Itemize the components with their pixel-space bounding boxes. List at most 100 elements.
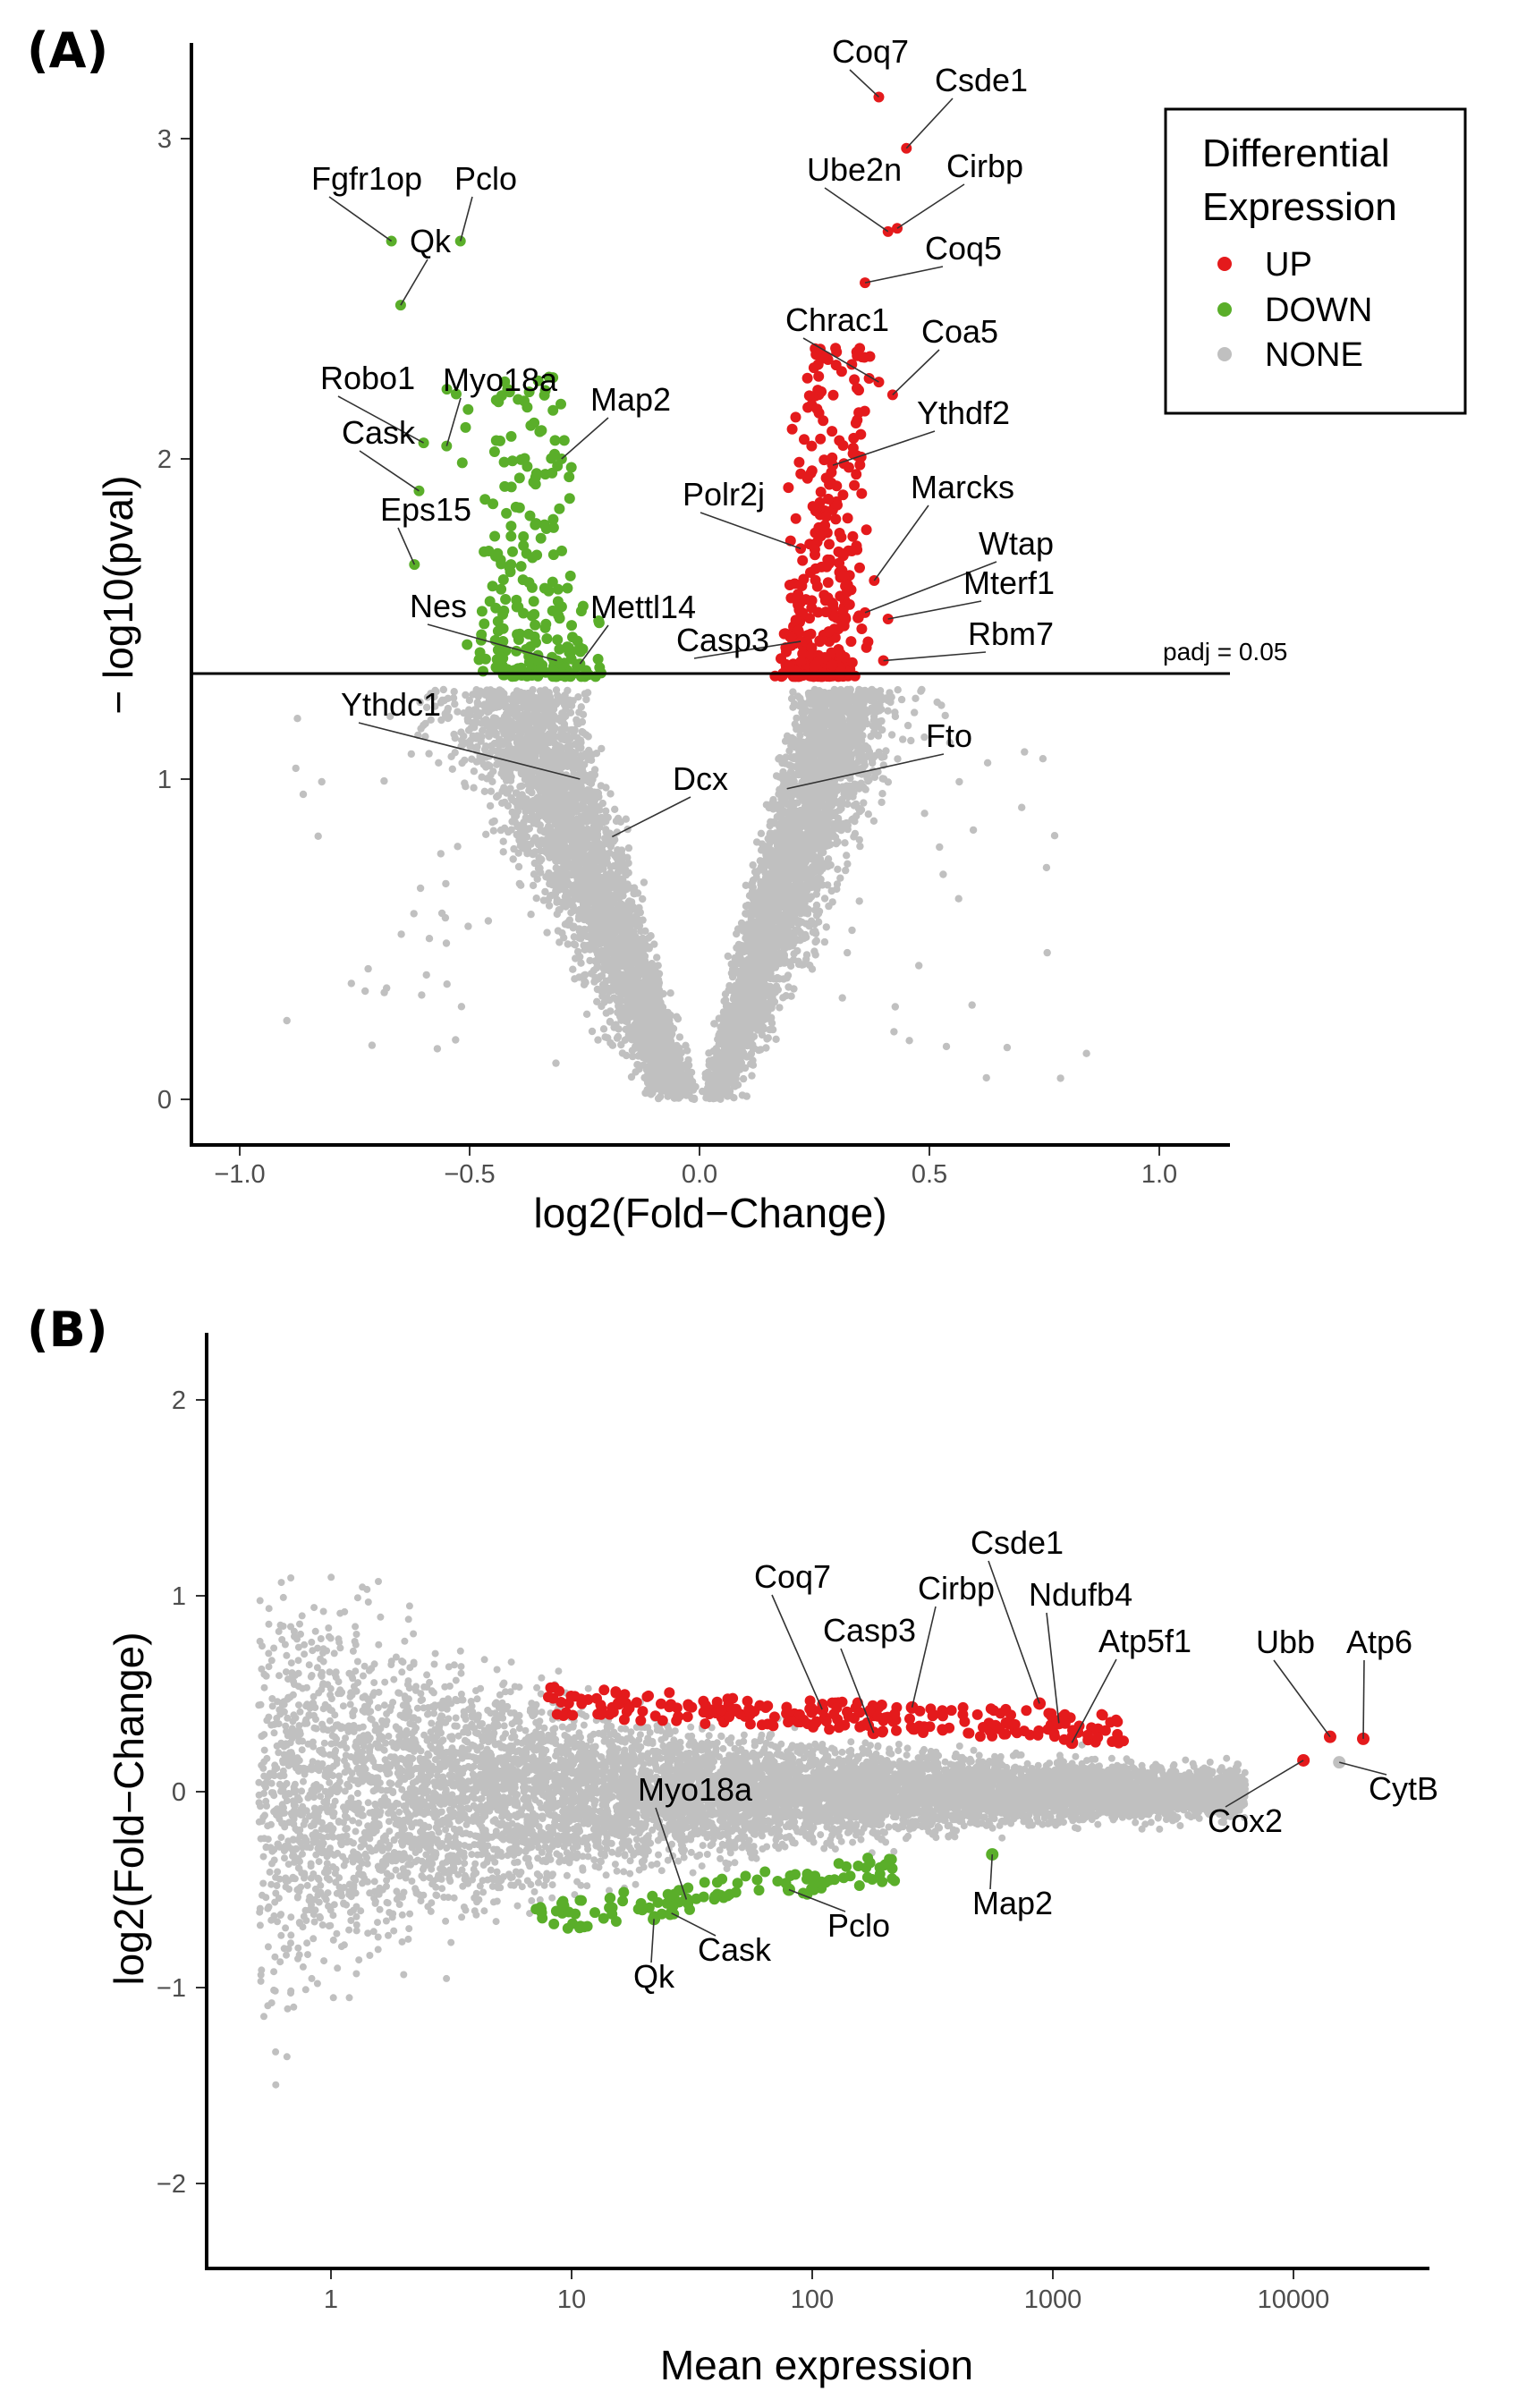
volcano-point-none <box>874 732 883 740</box>
volcano-point-none <box>569 965 577 973</box>
volcano-point-none <box>702 1094 710 1102</box>
volcano-point-none <box>748 879 756 887</box>
volcano-none-points <box>283 685 1090 1104</box>
volcano-point-none <box>789 688 797 696</box>
volcano-point-none <box>447 752 455 760</box>
volcano-point-none <box>594 1036 602 1044</box>
volcano-point-none <box>623 1051 631 1060</box>
volcano-point-none <box>598 744 606 753</box>
volcano-point-none <box>568 725 576 734</box>
volcano-point-none <box>894 686 902 694</box>
volcano-point-none <box>564 686 572 695</box>
volcano-point-none <box>769 795 777 804</box>
volcano-point-none <box>489 827 497 835</box>
volcano-point-none <box>792 763 800 771</box>
volcano-point-none <box>724 952 732 961</box>
volcano-point-none <box>500 784 508 792</box>
volcano-point-none <box>878 798 886 807</box>
volcano-point-none <box>654 1094 663 1103</box>
volcano-point-none <box>812 937 820 945</box>
volcano-point-none <box>855 897 863 905</box>
volcano-point-none <box>517 881 525 889</box>
volcano-point-none <box>860 799 868 807</box>
volcano-point-none <box>843 852 851 860</box>
volcano-point-none <box>461 779 469 787</box>
volcano-point-none <box>742 1092 751 1100</box>
volcano-point-none <box>572 716 581 724</box>
volcano-point-none <box>878 790 886 798</box>
volcano-point-none <box>527 911 535 919</box>
volcano-point-none <box>845 716 853 725</box>
volcano-point-none <box>884 778 893 786</box>
volcano-point-none <box>581 731 590 739</box>
volcano-point-none <box>749 1061 758 1069</box>
volcano-point-none <box>755 1046 763 1055</box>
volcano-point-none <box>470 784 478 792</box>
volcano-point-none <box>448 765 456 773</box>
volcano-point-none <box>790 700 799 708</box>
volcano-point-none <box>894 755 902 763</box>
volcano-point-none <box>555 938 564 946</box>
volcano-point-none <box>516 783 524 791</box>
volcano-point-none <box>869 817 878 825</box>
volcano-point-none <box>487 787 496 795</box>
volcano-point-none <box>564 940 572 948</box>
volcano-point-none <box>472 718 481 727</box>
volcano-point-none <box>473 742 481 750</box>
volcano-point-none <box>814 918 823 926</box>
volcano-point-none <box>539 896 548 904</box>
volcano-point-none <box>852 781 861 789</box>
volcano-point-none <box>832 840 840 848</box>
volcano-point-none <box>560 699 568 707</box>
volcano-point-none <box>506 784 514 793</box>
volcano-point-none <box>756 857 764 865</box>
volcano-point-none <box>768 1025 777 1034</box>
volcano-point-none <box>494 792 503 800</box>
volcano-point-none <box>566 708 575 716</box>
volcano-point-none <box>519 830 527 838</box>
volcano-point-none <box>560 720 569 728</box>
volcano-point-none <box>647 932 655 940</box>
volcano-point-none <box>472 758 481 766</box>
volcano-point-none <box>802 951 811 959</box>
panel-label-a: (A) <box>27 22 108 79</box>
volcano-point-none <box>781 737 790 745</box>
volcano-point-none <box>850 833 858 841</box>
volcano-point-none <box>793 903 801 911</box>
volcano-point-none <box>449 694 458 702</box>
volcano-point-none <box>833 885 841 894</box>
volcano-point-none <box>720 1014 728 1022</box>
volcano-point-none <box>820 895 829 903</box>
volcano-point-none <box>517 768 525 776</box>
volcano-point-none <box>699 1087 707 1096</box>
volcano-point-none <box>799 712 808 721</box>
volcano-point-none <box>749 861 757 869</box>
volcano-point-none <box>841 839 849 847</box>
volcano-point-none <box>606 790 615 798</box>
volcano-point-none <box>897 695 906 704</box>
volcano-point-none <box>772 1035 780 1044</box>
volcano-point-none <box>532 895 540 903</box>
volcano-point-none <box>417 725 425 733</box>
volcano-point-none <box>571 975 579 983</box>
volcano-point-none <box>834 865 842 873</box>
volcano-point-none <box>856 842 864 851</box>
volcano-point-none <box>640 878 649 886</box>
volcano-point-none <box>917 687 925 695</box>
volcano-point-none <box>588 1027 597 1036</box>
volcano-point-none <box>490 817 498 826</box>
volcano-point-none <box>639 895 647 903</box>
volcano-point-none <box>499 837 507 845</box>
volcano-point-none <box>598 874 606 882</box>
volcano-point-none <box>653 954 661 962</box>
volcano-point-none <box>666 989 674 997</box>
volcano-point-none <box>486 801 495 810</box>
volcano-point-none <box>857 806 866 814</box>
volcano-point-none <box>425 750 433 758</box>
volcano-point-none <box>787 992 795 1000</box>
volcano-point-none <box>435 759 443 767</box>
volcano-point-none <box>509 855 517 863</box>
volcano-point-none <box>499 848 507 856</box>
volcano-point-none <box>642 1065 651 1074</box>
